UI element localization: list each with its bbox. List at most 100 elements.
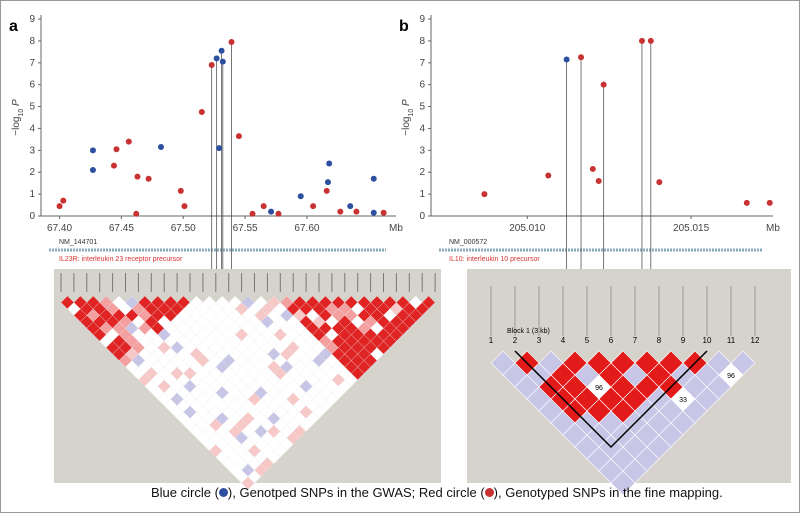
snp-point xyxy=(134,173,141,180)
snp-point xyxy=(89,147,96,154)
marker-number: 10 xyxy=(703,336,712,345)
marker-number: 8 xyxy=(657,336,662,345)
y-tick-label: 3 xyxy=(29,145,35,156)
y-tick-label: 0 xyxy=(419,211,425,222)
snp-point xyxy=(370,209,377,216)
y-tick-label: 8 xyxy=(419,36,425,47)
snp-point xyxy=(600,81,607,88)
red-dot xyxy=(484,488,494,497)
snp-point xyxy=(89,167,96,174)
snp-point xyxy=(326,160,333,167)
marker-number: 12 xyxy=(751,336,760,345)
caption-text: Blue circle ( xyxy=(151,485,219,500)
snp-point xyxy=(268,208,275,215)
snp-point xyxy=(145,175,152,182)
ld-cell-highlight xyxy=(587,375,611,399)
snp-point xyxy=(133,210,140,217)
snp-point xyxy=(177,187,184,194)
snp-point xyxy=(545,172,552,179)
snp-point xyxy=(198,109,205,116)
y-tick-label: 8 xyxy=(29,36,35,47)
y-tick-label: 7 xyxy=(419,58,425,69)
marker-number: 2 xyxy=(513,336,518,345)
y-tick-label: 5 xyxy=(419,102,425,113)
marker-number: 4 xyxy=(561,336,566,345)
snp-point xyxy=(370,175,377,182)
snp-point xyxy=(249,210,256,217)
y-tick-label: 4 xyxy=(29,123,35,134)
gene-desc: IL23R: interleukin 23 receptor precursor xyxy=(59,256,183,263)
snp-point xyxy=(589,165,596,172)
y-tick-label: 6 xyxy=(419,80,425,91)
snp-point xyxy=(595,177,602,184)
snp-point xyxy=(481,191,488,198)
marker-number: 9 xyxy=(681,336,686,345)
panel-label: a xyxy=(9,18,18,35)
y-axis-label-part: P xyxy=(11,99,22,109)
snp-point xyxy=(638,37,645,44)
snp-point xyxy=(56,203,63,210)
snp-point xyxy=(578,54,585,61)
ld-cell-highlight xyxy=(671,387,695,411)
gene-desc: IL10: interleukin 10 precursor xyxy=(449,256,540,263)
x-unit: Mb xyxy=(389,223,403,234)
y-tick-label: 6 xyxy=(29,80,35,91)
x-tick-label: 205.015 xyxy=(673,223,710,234)
y-tick-label: 7 xyxy=(29,58,35,69)
snp-point xyxy=(656,179,663,186)
snp-point xyxy=(218,47,225,54)
marker-number: 7 xyxy=(633,336,638,345)
snp-point xyxy=(235,133,242,140)
x-tick-label: 205.010 xyxy=(509,223,546,234)
snp-point xyxy=(766,199,773,206)
ld-cell-highlight xyxy=(719,363,743,387)
ld-cell xyxy=(421,295,436,310)
y-tick-label: 9 xyxy=(419,14,425,25)
y-tick-label: 3 xyxy=(419,145,425,156)
snp-point xyxy=(297,193,304,200)
caption: Blue circle (), Genotped SNPs in the GWA… xyxy=(151,485,723,500)
y-tick-label: 5 xyxy=(29,102,35,113)
snp-point xyxy=(380,209,387,216)
y-tick-label: 2 xyxy=(29,167,35,178)
caption-text: ), Genotyped SNPs in the fine mapping. xyxy=(493,485,723,500)
y-axis-label: −log10 P xyxy=(11,99,25,136)
x-tick-label: 67.45 xyxy=(109,223,134,234)
gene-id: NM_000572 xyxy=(449,239,487,246)
snp-point xyxy=(216,145,223,152)
y-axis-label-part: 10 xyxy=(408,109,415,117)
snp-point xyxy=(228,38,235,45)
snp-point xyxy=(213,55,220,62)
snp-point xyxy=(323,187,330,194)
y-tick-label: 0 xyxy=(29,211,35,222)
x-unit: Mb xyxy=(766,223,780,234)
snp-point xyxy=(337,208,344,215)
snp-point xyxy=(743,199,750,206)
y-tick-label: 1 xyxy=(29,189,35,200)
snp-point xyxy=(208,61,215,68)
marker-number: 1 xyxy=(489,336,494,345)
y-axis-label-part: −log xyxy=(401,117,412,136)
y-axis-label: −log10 P xyxy=(401,99,415,136)
snp-point xyxy=(260,203,267,210)
marker-number: 6 xyxy=(609,336,614,345)
snp-point xyxy=(647,37,654,44)
ld-cell-label: 96 xyxy=(595,385,603,392)
panel-label: b xyxy=(399,18,409,35)
ld-cell-label: 96 xyxy=(727,373,735,380)
block-outline xyxy=(514,350,708,449)
snp-point xyxy=(563,56,570,63)
snp-point xyxy=(324,179,331,186)
ld-cell-label: 33 xyxy=(679,397,687,404)
snp-point xyxy=(113,146,120,153)
snp-point xyxy=(275,210,282,217)
snp-point xyxy=(347,203,354,210)
block-label: Block 1 (3 kb) xyxy=(507,328,550,335)
y-tick-label: 1 xyxy=(419,189,425,200)
snp-point xyxy=(157,144,164,151)
gene-id: NM_144701 xyxy=(59,239,97,246)
y-tick-label: 9 xyxy=(29,14,35,25)
blue-dot xyxy=(218,488,228,497)
